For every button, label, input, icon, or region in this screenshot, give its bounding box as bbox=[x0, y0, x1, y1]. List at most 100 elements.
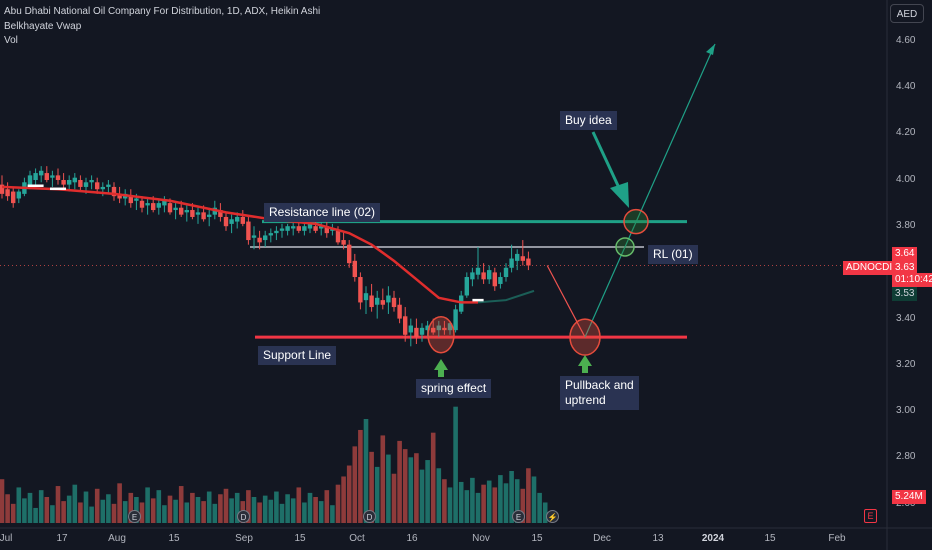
candle-body bbox=[218, 210, 223, 217]
candle-body bbox=[145, 203, 150, 206]
support-line-label[interactable]: Support Line bbox=[258, 346, 337, 365]
volume-bar bbox=[257, 502, 262, 523]
resistance-line-02-label[interactable]: Resistance line (02) bbox=[264, 203, 381, 222]
candle-body bbox=[369, 295, 374, 308]
volume-bar bbox=[78, 502, 83, 523]
candle-body bbox=[285, 226, 290, 231]
volume-bar bbox=[162, 505, 167, 523]
candle-body bbox=[363, 293, 369, 301]
uptrend-arrowhead bbox=[706, 44, 715, 55]
candle-body bbox=[431, 327, 436, 333]
candle-body bbox=[268, 233, 273, 236]
volume-bar bbox=[481, 484, 486, 523]
volume-bar bbox=[492, 487, 498, 523]
rl-01-label[interactable]: RL (01) bbox=[648, 245, 698, 264]
flash-event-icon[interactable]: ⚡ bbox=[546, 510, 559, 523]
price-tick: 4.60 bbox=[896, 35, 916, 46]
buy-idea-label[interactable]: Buy idea bbox=[560, 111, 617, 130]
volume-bar bbox=[100, 499, 106, 523]
candle-body bbox=[526, 258, 531, 266]
price-tick: 4.40 bbox=[896, 81, 916, 92]
volume-bar bbox=[520, 488, 526, 523]
candle-body bbox=[442, 327, 447, 331]
candle-body bbox=[117, 193, 122, 199]
pullback-uptrend-label[interactable]: Pullback and uptrend bbox=[560, 376, 639, 410]
volume-bar bbox=[414, 453, 419, 523]
volume-bar bbox=[83, 491, 89, 523]
dividend-event-icon[interactable]: D bbox=[363, 510, 376, 523]
candle-body bbox=[397, 304, 402, 319]
current-price-tag: 3.63 bbox=[892, 261, 918, 275]
pullback-up-arrow bbox=[578, 355, 592, 373]
candle-body bbox=[375, 297, 380, 305]
volume-bar bbox=[145, 487, 150, 523]
earnings-future-icon[interactable]: E bbox=[864, 509, 877, 523]
volume-bar bbox=[402, 449, 408, 523]
indicator-vwap-label[interactable]: Belkhayate Vwap bbox=[4, 21, 82, 32]
volume-bar bbox=[33, 507, 38, 523]
candle-body bbox=[464, 277, 469, 296]
rl-breakout-circle bbox=[615, 237, 635, 257]
candle-body bbox=[16, 191, 21, 199]
candle-body bbox=[319, 226, 324, 229]
candle-body bbox=[341, 240, 346, 245]
candle-body bbox=[347, 244, 352, 264]
candle-body bbox=[72, 177, 77, 183]
candle-body bbox=[162, 200, 167, 206]
candle-body bbox=[106, 184, 111, 187]
time-tick: 13 bbox=[652, 533, 664, 544]
volume-bar bbox=[94, 488, 100, 523]
time-tick: Dec bbox=[593, 533, 611, 544]
candle-body bbox=[302, 226, 307, 231]
candle-body bbox=[453, 309, 458, 331]
vwap-green-line bbox=[477, 289, 535, 304]
candle-body bbox=[0, 184, 5, 194]
candle-body bbox=[100, 186, 105, 190]
candle-body bbox=[39, 170, 44, 176]
vwap-price-tag: 3.53 bbox=[892, 287, 918, 301]
candle-body bbox=[263, 235, 268, 241]
candle-body bbox=[89, 180, 94, 183]
volume-bar bbox=[335, 484, 341, 523]
volume-bar bbox=[206, 491, 212, 523]
time-tick: Nov bbox=[472, 533, 490, 544]
dividend-event-icon[interactable]: D bbox=[237, 510, 250, 523]
candle-body bbox=[179, 207, 184, 215]
candle-body bbox=[55, 175, 61, 180]
volume-bar bbox=[514, 479, 520, 523]
volume-bar bbox=[156, 490, 162, 523]
volume-bar bbox=[318, 501, 324, 523]
volume-bar bbox=[178, 486, 184, 523]
volume-bar bbox=[89, 506, 94, 523]
volume-bar bbox=[246, 490, 251, 523]
volume-bar bbox=[50, 505, 55, 523]
earnings-event-icon[interactable]: E bbox=[128, 510, 141, 523]
countdown-tag: 01:10:42 bbox=[892, 273, 932, 287]
candle-body bbox=[33, 173, 38, 180]
volume-bar bbox=[61, 501, 66, 523]
currency-button[interactable]: AED bbox=[890, 4, 924, 23]
volume-bar bbox=[374, 466, 380, 523]
candle-body bbox=[520, 256, 525, 261]
volume-bar bbox=[436, 468, 442, 523]
buy-idea-arrow-shaft bbox=[591, 131, 622, 191]
volume-bar bbox=[229, 498, 234, 523]
volume-bar bbox=[458, 481, 464, 523]
time-tick: Feb bbox=[828, 533, 846, 544]
volume-bar bbox=[190, 492, 195, 523]
time-tick-year: 2024 bbox=[701, 533, 725, 544]
candle-body bbox=[67, 180, 72, 185]
volume-bar bbox=[268, 499, 274, 523]
volume-bar bbox=[537, 492, 542, 523]
volume-bar bbox=[111, 503, 117, 523]
candle-body bbox=[246, 221, 251, 241]
uptrend-projection-line bbox=[584, 43, 716, 338]
earnings-event-icon[interactable]: E bbox=[512, 510, 525, 523]
indicator-volume-label[interactable]: Vol bbox=[4, 35, 18, 46]
volume-bar bbox=[173, 499, 178, 523]
candle-body bbox=[408, 325, 413, 333]
time-tick: 15 bbox=[168, 533, 180, 544]
spring-effect-label[interactable]: spring effect bbox=[416, 379, 492, 398]
volume-bar bbox=[313, 497, 318, 523]
